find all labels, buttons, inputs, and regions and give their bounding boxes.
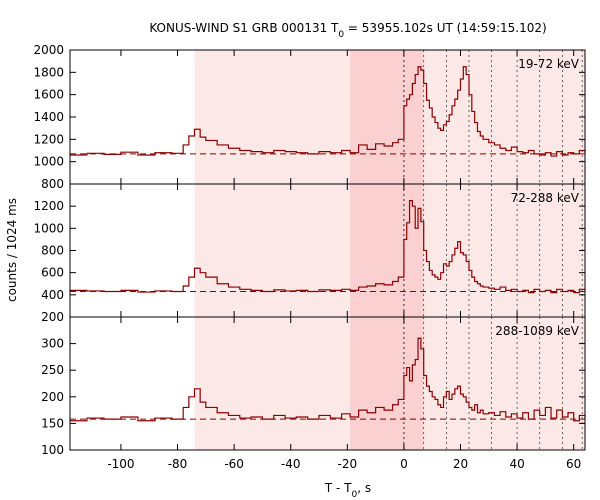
- y-tick-label: 800: [41, 244, 64, 258]
- x-tick-label: -20: [338, 457, 358, 471]
- y-tick-label: 1000: [33, 155, 64, 169]
- x-tick-label: 40: [509, 457, 524, 471]
- y-tick-label: 150: [41, 416, 64, 430]
- shaded-interval-2: [350, 317, 424, 450]
- y-tick-label: 1400: [33, 110, 64, 124]
- light-curve-series: [70, 337, 586, 422]
- x-tick-label: -60: [224, 457, 244, 471]
- light-curve-series: [70, 200, 586, 294]
- y-tick-label: 250: [41, 363, 64, 377]
- y-tick-label: 300: [41, 337, 64, 351]
- y-tick-label: 1600: [33, 88, 64, 102]
- y-tick-label: 2000: [33, 43, 64, 57]
- y-tick-label: 200: [41, 390, 64, 404]
- energy-band-label: 72-288 keV: [511, 191, 580, 205]
- x-tick-label: 20: [453, 457, 468, 471]
- x-tick-label: -100: [107, 457, 134, 471]
- y-tick-label: 400: [41, 288, 64, 302]
- y-tick-label: 1200: [33, 132, 64, 146]
- panel-2: 200 400 600 800 1000 1200 72-288 keV: [33, 183, 586, 324]
- x-axis-title: T - T0, s: [324, 481, 371, 500]
- y-tick-label: 1200: [33, 199, 64, 213]
- y-axis-title: counts / 1024 ms: [5, 198, 19, 302]
- energy-band-label: 288-1089 keV: [495, 324, 579, 338]
- panel-frame: [69, 316, 586, 451]
- panel-1: 800 1000 1200 1400 1600 1800 2000 19-72 keV: [33, 43, 586, 191]
- y-tick-label: 600: [41, 266, 64, 280]
- y-tick-label: 800: [41, 177, 64, 191]
- y-tick-label: 100: [41, 443, 64, 457]
- light-curve-series: [70, 66, 586, 157]
- chart-title: KONUS-WIND S1 GRB 000131 T0 = 53955.102s…: [149, 21, 546, 40]
- energy-band-label: 19-72 keV: [518, 57, 580, 71]
- x-tick-label: -40: [281, 457, 301, 471]
- x-tick-label: 0: [400, 457, 408, 471]
- shaded-interval-2: [350, 184, 424, 317]
- y-tick-label: 1800: [33, 65, 64, 79]
- y-tick-label: 200: [41, 310, 64, 324]
- x-tick-label: -80: [168, 457, 188, 471]
- panel-3: 100 150 200 250 300 288-1089 keV: [41, 316, 586, 457]
- shaded-interval-2: [350, 50, 424, 184]
- x-tick-label: 60: [566, 457, 581, 471]
- y-tick-label: 1000: [33, 221, 64, 235]
